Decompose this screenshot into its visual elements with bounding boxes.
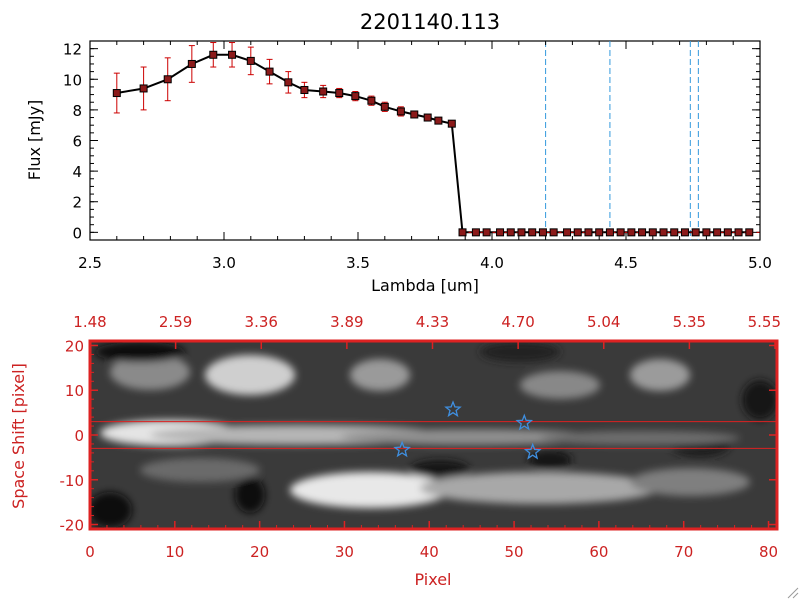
shift-tick-label: 0 — [74, 427, 84, 445]
flux-data-point — [471, 228, 480, 237]
wavelength-tick-label: 2.59 — [159, 313, 192, 331]
flux-data-point — [670, 228, 679, 237]
flux-data-point — [367, 96, 376, 105]
flux-data-point — [528, 228, 537, 237]
flux-data-point — [335, 89, 344, 98]
flux-data-point — [265, 67, 274, 76]
pixel-tick-label: 50 — [505, 543, 524, 561]
flux-data-point — [723, 228, 732, 237]
flux-data-point — [691, 228, 700, 237]
chart-title: 2201140.113 — [360, 10, 500, 34]
y-tick-label: 10 — [63, 71, 82, 89]
flux-data-point — [300, 85, 309, 94]
pixel-tick-label: 10 — [165, 543, 184, 561]
source-star-2 — [515, 413, 534, 431]
flux-data-point — [549, 228, 558, 237]
flux-data-point — [246, 56, 255, 65]
flux-data-point — [638, 228, 647, 237]
wavelength-tick-label: 5.04 — [587, 313, 620, 331]
resize-grip-icon[interactable] — [787, 587, 799, 599]
flux-data-point — [380, 102, 389, 111]
flux-data-point — [423, 113, 432, 122]
wavelength-tick-label: 3.89 — [330, 313, 363, 331]
flux-data-point — [702, 228, 711, 237]
flux-data-point — [627, 228, 636, 237]
flux-data-point — [506, 228, 515, 237]
flux-data-point — [616, 228, 625, 237]
flux-data-point — [284, 78, 293, 87]
wavelength-tick-label: 4.70 — [501, 313, 534, 331]
shift-tick-label: 10 — [65, 382, 84, 400]
y-tick-label: 6 — [72, 133, 82, 151]
spatial-image-panel: 0 10 20 30 40 50 60 70 80 1.48 2.59 3.36 3.89 4.33 4.7… — [9, 313, 781, 589]
pixel-tick-label: 30 — [335, 543, 354, 561]
flux-data-point — [482, 228, 491, 237]
x-tick-label: 4.5 — [614, 254, 638, 272]
flux-data-point — [659, 228, 668, 237]
y-tick-label: 12 — [63, 41, 82, 59]
pixel-tick-label: 40 — [420, 543, 439, 561]
flux-data-point — [595, 228, 604, 237]
flux-series-line — [116, 53, 750, 234]
flux-data-point — [139, 84, 148, 93]
flux-data-point — [434, 116, 443, 125]
y-tick-label: 8 — [72, 102, 82, 120]
wavelength-tick-label: 1.48 — [73, 313, 106, 331]
flux-data-point — [563, 228, 572, 237]
flux-data-point — [584, 228, 593, 237]
wavelength-tick-label: 4.33 — [416, 313, 449, 331]
source-star-1 — [444, 400, 462, 418]
spatial-image — [90, 341, 777, 529]
flux-data-point — [496, 228, 505, 237]
flux-data-point — [209, 50, 218, 59]
flux-data-point — [734, 228, 743, 237]
spatial-y-axis-label: Space Shift [pixel] — [9, 363, 28, 509]
x-tick-label: 4.0 — [480, 254, 504, 272]
flux-data-point — [351, 92, 360, 101]
x-tick-label: 2.5 — [78, 254, 102, 272]
wavelength-tick-label: 5.35 — [673, 313, 706, 331]
spectrum-y-axis-label: Flux [mJy] — [25, 100, 44, 181]
x-tick-label: 5.0 — [748, 254, 772, 272]
wavelength-tick-label: 3.36 — [245, 313, 278, 331]
flux-data-point — [745, 228, 754, 237]
source-star-0 — [393, 440, 412, 458]
flux-data-point — [605, 228, 614, 237]
spectrum-plot-frame — [89, 40, 761, 241]
pixel-tick-label: 60 — [589, 543, 608, 561]
flux-data-point — [447, 119, 456, 128]
shift-tick-label: -10 — [60, 472, 85, 490]
flux-data-point — [648, 228, 657, 237]
y-tick-label: 2 — [72, 194, 82, 212]
spectrum-x-axis-label: Lambda [um] — [371, 276, 479, 295]
y-tick-label: 0 — [72, 224, 82, 242]
flux-data-point — [319, 87, 328, 96]
x-tick-label: 3.5 — [346, 254, 370, 272]
shift-tick-label: 20 — [65, 337, 84, 355]
pixel-tick-label: 70 — [674, 543, 693, 561]
x-tick-label: 3.0 — [212, 254, 236, 272]
wavelength-tick-label: 5.55 — [748, 313, 781, 331]
pixel-tick-label: 0 — [85, 543, 95, 561]
flux-data-point — [228, 50, 237, 59]
spatial-x-axis-label: Pixel — [414, 570, 451, 589]
y-tick-label: 4 — [72, 163, 82, 181]
flux-data-point — [396, 107, 405, 116]
flux-data-point — [187, 59, 196, 68]
flux-data-point — [573, 228, 582, 237]
pixel-tick-label: 80 — [759, 543, 778, 561]
shift-tick-label: -20 — [60, 517, 85, 535]
flux-data-point — [680, 228, 689, 237]
source-star-3 — [523, 442, 542, 460]
flux-data-point — [517, 228, 526, 237]
pixel-tick-label: 20 — [250, 543, 269, 561]
flux-data-point — [458, 228, 467, 237]
flux-data-point — [538, 228, 547, 237]
flux-data-point — [112, 89, 121, 98]
flux-data-point — [163, 75, 172, 84]
flux-data-point — [713, 228, 722, 237]
flux-data-point — [410, 110, 419, 119]
